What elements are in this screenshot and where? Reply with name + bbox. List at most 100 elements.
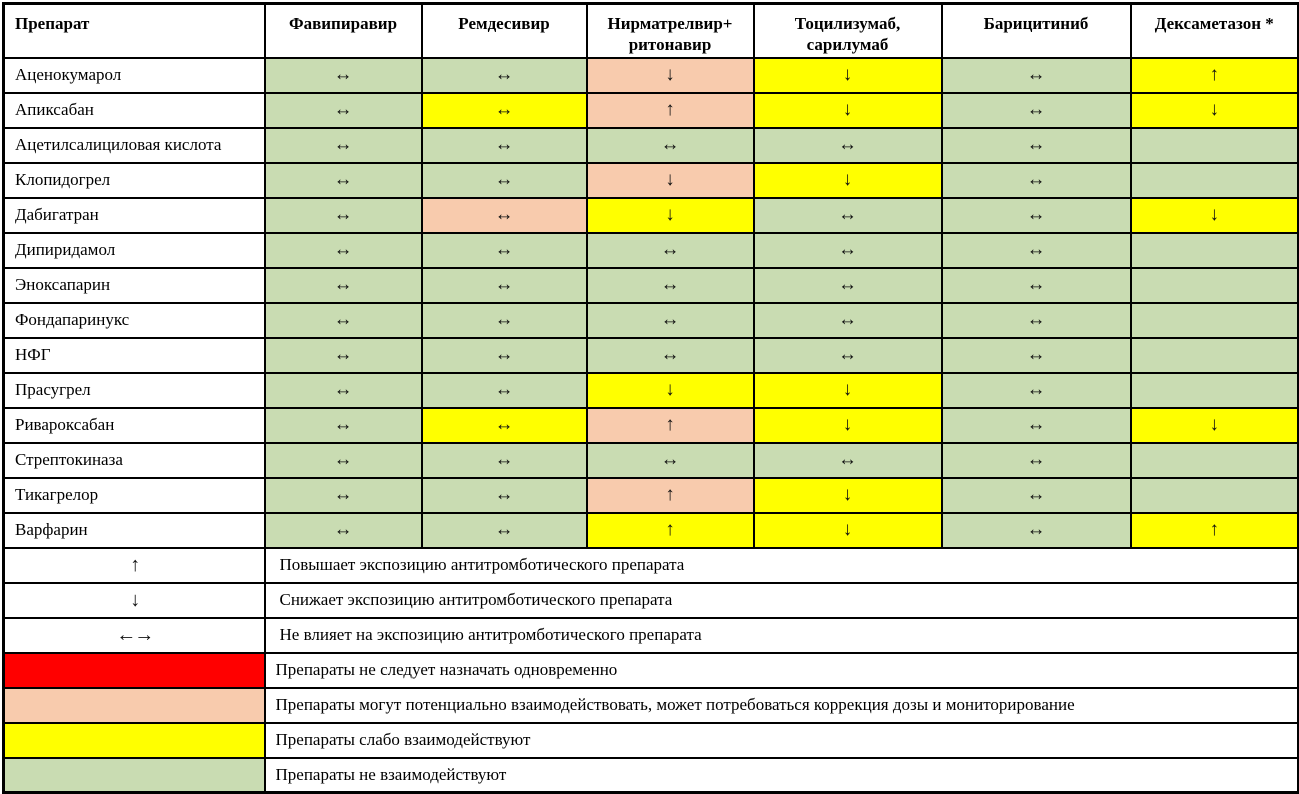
interaction-cell-green-same: ↔: [263, 406, 423, 444]
drug-row: Ривароксабан ↔ ↔ ↑ ↓ ↔ ↓: [2, 406, 1299, 444]
drug-row: Дабигатран ↔ ↔ ↓ ↔ ↔ ↓: [2, 196, 1299, 234]
interaction-cell-green-same: ↔: [752, 336, 943, 374]
legend-color-description: Препараты слабо взаимодействуют: [263, 721, 1299, 759]
legend-color-row: Препараты могут потенциально взаимодейст…: [2, 686, 1299, 724]
interaction-cell-green-same: ↔: [420, 161, 588, 199]
up-arrow-icon: ↑: [2, 546, 266, 584]
interaction-cell-yellow-down: ↓: [585, 371, 755, 409]
interaction-cell-green-same: ↔: [585, 126, 755, 164]
interaction-cell-green-empty: [1129, 441, 1299, 479]
interaction-cell-green-same: ↔: [585, 231, 755, 269]
interaction-cell-green-same: ↔: [940, 511, 1132, 549]
interaction-cell-green-same: ↔: [263, 231, 423, 269]
interaction-cell-green-empty: [1129, 266, 1299, 304]
legend-color-description: Препараты могут потенциально взаимодейст…: [263, 686, 1299, 724]
drug-name-cell: Апиксабан: [2, 91, 266, 129]
interaction-cell-yellow-same: ↔: [420, 91, 588, 129]
interaction-cell-green-same: ↔: [752, 301, 943, 339]
interaction-cell-green-same: ↔: [585, 301, 755, 339]
legend-color-row: Препараты не взаимодействуют: [2, 756, 1299, 794]
interaction-cell-green-same: ↔: [585, 441, 755, 479]
interaction-cell-yellow-down: ↓: [1129, 196, 1299, 234]
interaction-cell-green-same: ↔: [420, 301, 588, 339]
drug-name-cell: НФГ: [2, 336, 266, 374]
interaction-cell-yellow-up: ↑: [1129, 56, 1299, 94]
interaction-cell-green-same: ↔: [752, 196, 943, 234]
interaction-cell-yellow-down: ↓: [752, 91, 943, 129]
interaction-cell-green-same: ↔: [940, 301, 1132, 339]
peach-color-swatch: [2, 686, 266, 724]
interaction-cell-green-empty: [1129, 161, 1299, 199]
interaction-cell-yellow-down: ↓: [752, 161, 943, 199]
interaction-cell-green-same: ↔: [752, 231, 943, 269]
treatment-column-header: Дексаметазон *: [1129, 2, 1299, 59]
drug-name-cell: Фондапаринукс: [2, 301, 266, 339]
drug-row: Прасугрел ↔ ↔ ↓ ↓ ↔: [2, 371, 1299, 409]
drug-row: Стрептокиназа ↔ ↔ ↔ ↔ ↔: [2, 441, 1299, 479]
drug-row: Фондапаринукс ↔ ↔ ↔ ↔ ↔: [2, 301, 1299, 339]
treatment-column-header: Тоцилизумаб, сарилумаб: [752, 2, 943, 59]
interaction-cell-green-same: ↔: [940, 196, 1132, 234]
interaction-cell-peach-same: ↔: [420, 196, 588, 234]
legend-color-description: Препараты не взаимодействуют: [263, 756, 1299, 794]
legend-color-row: Препараты не следует назначать одновреме…: [2, 651, 1299, 689]
interaction-cell-green-same: ↔: [420, 126, 588, 164]
interaction-cell-green-same: ↔: [940, 56, 1132, 94]
interaction-cell-green-same: ↔: [263, 56, 423, 94]
interaction-cell-green-same: ↔: [263, 441, 423, 479]
treatment-column-header: Барицитиниб: [940, 2, 1132, 59]
interaction-cell-yellow-down: ↓: [1129, 406, 1299, 444]
interaction-cell-yellow-up: ↑: [1129, 511, 1299, 549]
interaction-cell-yellow-down: ↓: [752, 476, 943, 514]
drug-name-cell: Клопидогрел: [2, 161, 266, 199]
interaction-cell-green-same: ↔: [263, 126, 423, 164]
interaction-cell-green-same: ↔: [263, 161, 423, 199]
drug-row: Ацетилсалициловая кислота ↔ ↔ ↔ ↔ ↔: [2, 126, 1299, 164]
treatment-column-header: Ремдесивир: [420, 2, 588, 59]
drug-row: Клопидогрел ↔ ↔ ↓ ↓ ↔: [2, 161, 1299, 199]
interaction-cell-green-same: ↔: [263, 476, 423, 514]
interaction-cell-yellow-down: ↓: [752, 406, 943, 444]
interaction-cell-yellow-down: ↓: [585, 196, 755, 234]
interaction-cell-green-same: ↔: [420, 266, 588, 304]
interaction-cell-green-same: ↔: [263, 301, 423, 339]
drug-name-cell: Ривароксабан: [2, 406, 266, 444]
treatment-column-header: Нирматрелвир+ ритонавир: [585, 2, 755, 59]
interaction-cell-green-same: ↔: [940, 266, 1132, 304]
interaction-cell-peach-up: ↑: [585, 476, 755, 514]
legend-symbol-description: Не влияет на экспозицию антитромботическ…: [263, 616, 1299, 654]
drug-name-cell: Стрептокиназа: [2, 441, 266, 479]
interaction-cell-green-empty: [1129, 301, 1299, 339]
green-color-swatch: [2, 756, 266, 794]
drug-name-cell: Дипиридамол: [2, 231, 266, 269]
header-row: Препарат Фавипиравир Ремдесивир Нирматрелви…: [2, 2, 1299, 59]
legend-color-row: Препараты слабо взаимодействуют: [2, 721, 1299, 759]
interaction-cell-green-empty: [1129, 336, 1299, 374]
interaction-cell-green-same: ↔: [420, 336, 588, 374]
interaction-cell-green-same: ↔: [752, 266, 943, 304]
interaction-cell-peach-up: ↑: [585, 91, 755, 129]
drug-name-cell: Дабигатран: [2, 196, 266, 234]
drug-name-cell: Ацетилсалициловая кислота: [2, 126, 266, 164]
legend-symbol-row: ←→ Не влияет на экспозицию антитромботиче…: [2, 616, 1299, 654]
down-arrow-icon: ↓: [2, 581, 266, 619]
left-right-arrow-icon: ←→: [2, 616, 266, 654]
interaction-cell-green-empty: [1129, 371, 1299, 409]
interaction-cell-green-same: ↔: [585, 336, 755, 374]
interaction-cell-yellow-down: ↓: [752, 371, 943, 409]
interaction-cell-green-same: ↔: [940, 441, 1132, 479]
interaction-cell-green-same: ↔: [585, 266, 755, 304]
interaction-cell-yellow-down: ↓: [752, 56, 943, 94]
legend-color-description: Препараты не следует назначать одновреме…: [263, 651, 1299, 689]
drug-row: Дипиридамол ↔ ↔ ↔ ↔ ↔: [2, 231, 1299, 269]
treatment-column-header: Фавипиравир: [263, 2, 423, 59]
interaction-cell-yellow-same: ↔: [420, 406, 588, 444]
interaction-cell-green-same: ↔: [420, 476, 588, 514]
yellow-color-swatch: [2, 721, 266, 759]
interaction-cell-green-empty: [1129, 231, 1299, 269]
legend-symbol-row: ↓ Снижает экспозицию антитромботического …: [2, 581, 1299, 619]
drug-name-cell: Аценокумарол: [2, 56, 266, 94]
interaction-cell-green-same: ↔: [940, 91, 1132, 129]
